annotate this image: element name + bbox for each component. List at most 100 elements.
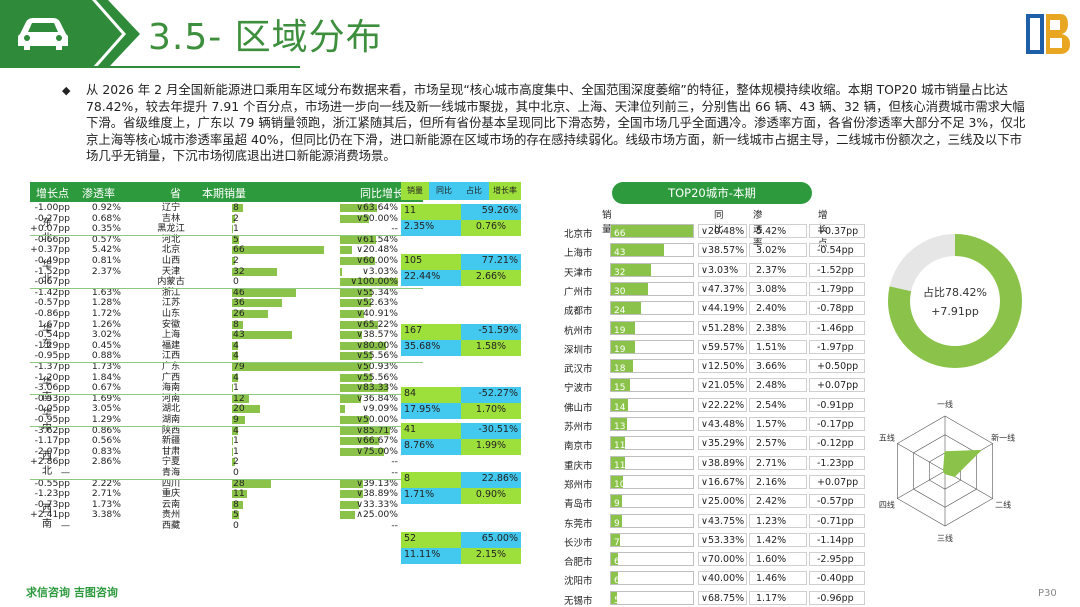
penetration-box <box>749 339 807 354</box>
sales-bar <box>611 572 618 585</box>
city-yoy: ∨38.89% <box>701 457 745 469</box>
region-label: 西北 <box>42 450 52 477</box>
cell-sales: 46 <box>233 286 245 298</box>
region-row: -1.20pp 1.84% 广西 4 ∨55.56% <box>30 371 423 384</box>
cell-yoy: ∨52.63% <box>356 297 398 309</box>
city-growth: -0.71pp <box>817 515 854 527</box>
top20-row: 广州市 30 ∨47.37% 3.08% -1.79pp <box>560 280 870 298</box>
summary-sales: 167 <box>401 324 461 340</box>
cell-penetration: 5.42% <box>91 244 121 256</box>
city-penetration: 5.42% <box>756 226 787 237</box>
city-penetration: 1.51% <box>756 341 787 353</box>
page-number: P30 <box>1038 588 1057 599</box>
cell-growth: -0.55pp <box>34 477 70 489</box>
penetration-box <box>749 552 807 567</box>
cell-penetration: 0.56% <box>91 435 121 447</box>
city-yoy: ∨47.37% <box>701 283 745 295</box>
cell-sales: 8 <box>233 318 239 330</box>
top20-row: 深圳市 19 ∨59.57% 1.51% -1.97pp <box>560 338 870 356</box>
top20-row: 成都市 24 ∨44.19% 2.40% -0.78pp <box>560 299 870 317</box>
penetration-box <box>749 532 807 547</box>
city-name: 重庆市 <box>564 460 593 472</box>
yoy-bar <box>340 500 359 509</box>
cell-province: 山西 <box>161 255 181 266</box>
cell-yoy: ∨80.00% <box>356 339 398 351</box>
cell-yoy: ∨38.57% <box>356 329 398 341</box>
cell-penetration: 0.92% <box>91 202 121 213</box>
city-penetration: 3.02% <box>756 245 787 257</box>
yoy-box <box>698 243 747 258</box>
cell-sales: 1 <box>233 435 239 447</box>
summary-growth: 1.99% <box>461 439 521 455</box>
yoy-bar <box>340 373 372 382</box>
city-sales: 19 <box>614 325 626 336</box>
region-row: +2.41pp 3.38% 贵州 5 ∧25.00% <box>30 510 423 521</box>
summary-growth: 0.90% <box>461 488 521 504</box>
cell-yoy: ∨55.34% <box>356 286 398 298</box>
radar-axis-label: 一线 <box>937 399 953 409</box>
cell-growth: -1.23pp <box>34 488 70 500</box>
summary-growth: 2.66% <box>461 270 521 286</box>
yoy-bar <box>340 257 375 265</box>
city-sales: 6 <box>614 557 620 568</box>
yoy-box <box>698 224 747 238</box>
summary-yoy: -52.27% <box>461 387 521 403</box>
page-title: 3.5- 区域分布 <box>148 17 383 58</box>
top20-row: 合肥市 6 ∨70.00% 1.60% -2.95pp <box>560 550 870 568</box>
sales-bar <box>611 475 623 488</box>
cell-penetration: 3.38% <box>91 509 121 521</box>
city-yoy: ∨40.00% <box>701 573 745 585</box>
cell-province: 辽宁 <box>161 202 181 213</box>
yoy-bar <box>340 437 379 446</box>
cell-province: 贵州 <box>161 509 181 521</box>
city-penetration: 1.23% <box>756 515 787 527</box>
yoy-bar <box>340 246 352 255</box>
cell-penetration: 1.29% <box>91 414 121 425</box>
yoy-box <box>698 339 747 354</box>
city-name: 天津市 <box>564 267 593 279</box>
yoy-box <box>698 552 747 567</box>
city-sales: 15 <box>614 383 626 394</box>
yoy-bar <box>340 341 386 350</box>
yoy-bar <box>340 267 342 276</box>
cell-penetration: 1.73% <box>91 498 121 510</box>
sales-bar-track: 43 <box>610 243 694 258</box>
cell-yoy: ∨55.56% <box>356 371 398 383</box>
city-growth: +0.50pp <box>817 361 859 373</box>
donut-label-growth: +7.91pp <box>931 305 979 318</box>
cell-growth: +2.41pp <box>30 509 70 521</box>
yoy-bar <box>340 479 363 488</box>
city-name: 南京市 <box>564 441 593 453</box>
city-name: 杭州市 <box>564 325 593 337</box>
cell-penetration: 3.02% <box>91 329 121 341</box>
city-sales: 5 <box>614 595 620 606</box>
city-sales: 32 <box>614 267 626 278</box>
yoy-bar <box>340 214 369 223</box>
sales-bar <box>611 553 618 566</box>
top20-row: 长沙市 7 ∨53.33% 1.42% -1.14pp <box>560 531 870 549</box>
city-sales: 9 <box>614 499 620 510</box>
growth-box <box>809 532 865 547</box>
region-row: -0.86pp 1.72% 山东 26 ∨40.91% <box>30 308 423 320</box>
city-sales: 10 <box>614 479 626 490</box>
cell-province: 河南 <box>161 392 181 404</box>
summary-header-yoy: 同比 <box>429 182 459 200</box>
cell-growth: -0.66pp <box>34 233 70 245</box>
region-row: -0.66pp 0.57% 河北 5 ∨61.54% <box>30 233 423 246</box>
region-row: — 青海 0 -- <box>30 467 423 479</box>
region-label: 东北 <box>42 217 52 244</box>
radar-axis <box>897 443 946 472</box>
region-row: -0.05pp 3.05% 湖北 20 ∨9.09% <box>30 404 423 415</box>
cell-province: 湖南 <box>161 414 181 425</box>
cell-yoy: ∨100.00% <box>350 276 398 288</box>
city-sales: 30 <box>614 286 626 297</box>
sales-bar <box>232 331 292 340</box>
summary-growth: 1.58% <box>461 340 521 356</box>
region-label: 华中 <box>42 408 52 435</box>
yoy-bar <box>340 299 371 308</box>
summary-yoy: -51.59% <box>461 324 521 340</box>
cell-growth: -0.49pp <box>34 255 70 266</box>
city-penetration: 2.38% <box>756 322 787 334</box>
growth-box <box>809 262 865 277</box>
cell-province: 陕西 <box>161 424 181 436</box>
